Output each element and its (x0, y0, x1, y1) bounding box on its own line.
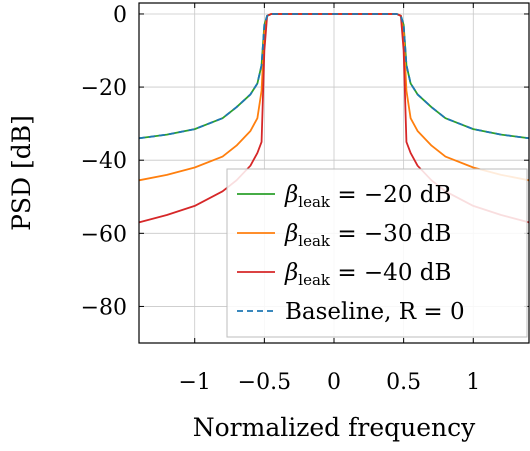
y-axis-label: PSD [dB] (7, 115, 36, 231)
legend-label: βleak = −30 dB (284, 221, 451, 250)
y-tick-label: −60 (81, 222, 127, 247)
tick-labels: −1 −0.5 0 0.5 1 0 −20 −40 −60 −80 (81, 3, 529, 395)
x-tick-label: −1 (178, 370, 210, 395)
legend-box (226, 168, 528, 338)
x-axis-label: Normalized frequency (193, 413, 476, 442)
legend-label-sub: leak (298, 232, 331, 250)
legend-label-rest: = −30 dB (330, 221, 451, 247)
legend-label-sub: leak (298, 271, 331, 289)
legend-label-rest: R = 0 (399, 299, 465, 325)
legend-label-main: β (284, 221, 298, 247)
y-tick-label: −40 (81, 149, 127, 174)
legend-label-main: β (284, 182, 298, 208)
legend-label-rest: = −20 dB (330, 182, 451, 208)
legend-label-sub: leak (298, 193, 331, 211)
legend-label-main: β (284, 260, 298, 286)
x-tick-label: 0.5 (386, 370, 421, 395)
legend-label: βleak = −20 dB (284, 182, 451, 211)
y-tick-label: −80 (81, 295, 127, 320)
series-line (138, 13, 530, 140)
legend-label-rest: = −40 dB (330, 260, 451, 286)
legend-label-main: Baseline, (285, 299, 399, 325)
x-tick-label: 1 (466, 370, 480, 395)
x-tick-label: −0.5 (238, 370, 291, 395)
x-tick-label: 0 (327, 370, 341, 395)
legend-label: βleak = −40 dB (284, 260, 451, 289)
legend-label: Baseline, R = 0 (285, 299, 465, 325)
y-tick-label: −20 (81, 76, 127, 101)
y-tick-label: 0 (113, 3, 127, 28)
